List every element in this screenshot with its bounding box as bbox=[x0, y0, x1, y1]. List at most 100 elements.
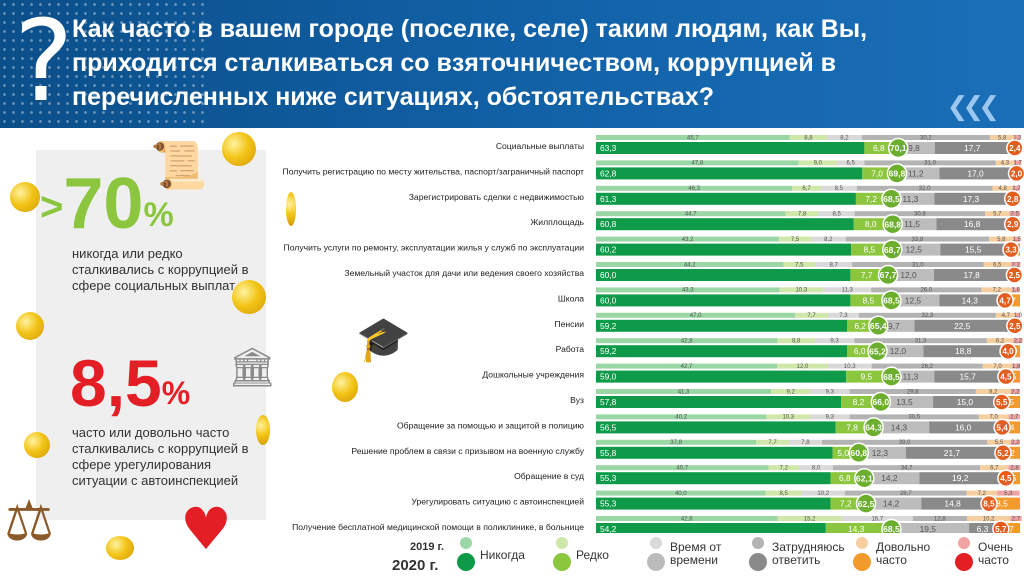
bar-2020-segment bbox=[853, 218, 888, 231]
bar-2020-segment bbox=[596, 192, 856, 205]
data-label-2019: 44,7 bbox=[685, 212, 697, 218]
data-label-2019: 5,3 bbox=[1004, 491, 1013, 497]
bar-2020-segment bbox=[841, 396, 876, 408]
bar-2019-segment bbox=[789, 135, 828, 140]
legend: 2019 г. 2020 г. Никогда Редко Время от вре… bbox=[0, 533, 1024, 576]
data-label-2019: 9,2 bbox=[786, 389, 795, 395]
bar-2019-segment bbox=[810, 414, 850, 420]
data-label-2019: 42,8 bbox=[681, 339, 693, 345]
bar-2019-segment bbox=[596, 262, 784, 267]
bar-2019-segment bbox=[798, 160, 837, 166]
sum-circle bbox=[881, 188, 902, 210]
bar-2019-segment bbox=[985, 211, 1010, 217]
data-label-2019: 6,7 bbox=[802, 186, 811, 192]
data-label-2020: 9,5 bbox=[860, 372, 872, 382]
bar-2020-segment bbox=[596, 294, 851, 307]
sum-label: 68,5 bbox=[883, 194, 900, 204]
frequent-label: 5,2 bbox=[997, 449, 1009, 458]
data-label-2019: 9,3 bbox=[830, 339, 839, 345]
data-label-2019: 10,2 bbox=[983, 516, 995, 522]
data-label-2019: 8,0 bbox=[812, 466, 821, 472]
data-label-2020: 54,2 bbox=[600, 524, 617, 533]
data-label-2020: 12,3 bbox=[872, 448, 889, 458]
bar-2019-segment bbox=[871, 363, 983, 369]
bar-2019-segment bbox=[833, 465, 981, 471]
data-label-2020: 12,0 bbox=[890, 346, 907, 356]
bar-2020-segment bbox=[596, 269, 851, 281]
data-label-2020: 14,2 bbox=[883, 499, 900, 509]
data-label-2020: 13,5 bbox=[896, 397, 913, 407]
frequent-label: 4,7 bbox=[999, 296, 1011, 305]
data-label-2019: 6,5 bbox=[993, 262, 1002, 268]
data-label-2020: 14,2 bbox=[881, 473, 898, 483]
data-label-2019: 2,2 bbox=[1011, 389, 1020, 395]
bar-2019-segment bbox=[997, 490, 1020, 496]
bar-2019-segment bbox=[966, 490, 998, 496]
data-label-2020: 15,5 bbox=[965, 245, 982, 255]
bar-2020-segment bbox=[886, 523, 970, 533]
bar-2019-segment bbox=[854, 338, 987, 344]
data-label-2019: 5,8 bbox=[997, 237, 1006, 243]
sum-label: 68,5 bbox=[883, 372, 900, 382]
data-label-2020: 15,7 bbox=[959, 372, 976, 382]
bar-2019-segment bbox=[858, 312, 996, 318]
legend-marker-2019 bbox=[460, 537, 472, 549]
bar-2020-segment bbox=[914, 319, 1010, 332]
data-label-2019: 5,5 bbox=[995, 440, 1004, 446]
frequent-label: 8,5 bbox=[983, 500, 995, 509]
bar-2019-segment bbox=[983, 262, 1012, 267]
bar-2020-segment bbox=[934, 192, 1008, 205]
bar-2020-segment bbox=[847, 319, 874, 332]
bar-2020-segment bbox=[596, 497, 831, 510]
data-label-2019: 26,0 bbox=[920, 288, 932, 294]
sum-circle bbox=[863, 417, 884, 438]
sum-label: 67,7 bbox=[880, 270, 897, 280]
bar-2020-segment bbox=[933, 396, 997, 408]
bar-2019-segment bbox=[785, 211, 819, 217]
data-label-2019: 2,5 bbox=[1011, 212, 1020, 218]
bar-2019-segment bbox=[1013, 236, 1020, 242]
data-label-2020: 17,7 bbox=[964, 143, 981, 153]
bar-2020-segment bbox=[825, 523, 887, 533]
legend-marker-2020 bbox=[647, 553, 665, 571]
frequent-circle bbox=[1002, 240, 1020, 259]
data-label-2019: 6,7 bbox=[990, 466, 999, 472]
bar-2019-segment bbox=[766, 414, 811, 420]
heart-pulse-icon: ♥ bbox=[180, 495, 232, 563]
bar-2019-segment bbox=[779, 236, 811, 242]
frequent-circle bbox=[980, 494, 998, 513]
bar-2019-segment bbox=[849, 414, 979, 420]
bar-2019-segment bbox=[810, 236, 846, 242]
bar-2019-segment bbox=[854, 211, 986, 217]
category-label: Обращение за помощью и защитой в полицию bbox=[397, 420, 585, 430]
sum-circle bbox=[881, 518, 902, 533]
data-label-2020: 5,0 bbox=[837, 448, 849, 458]
bar-2019-segment bbox=[596, 160, 799, 166]
bar-2019-segment bbox=[777, 338, 815, 344]
category-label: Обращение в суд bbox=[514, 471, 584, 481]
data-label-2019: 31,0 bbox=[924, 161, 936, 167]
bar-2020-segment bbox=[933, 269, 1010, 281]
frequent-label: 5,5 bbox=[996, 398, 1008, 407]
data-label-2019: 10,3 bbox=[796, 288, 808, 294]
data-label-2019: 7,7 bbox=[768, 440, 777, 446]
bar-2020-segment bbox=[905, 446, 998, 459]
data-label-2020: 7,0 bbox=[871, 168, 883, 178]
data-label-2019: 8,2 bbox=[840, 135, 849, 141]
data-label-2019: 41,3 bbox=[678, 389, 690, 395]
bar-2019-segment bbox=[871, 287, 982, 293]
data-label-2019: 7,8 bbox=[801, 440, 810, 446]
data-label-2020: 14,8 bbox=[944, 499, 961, 509]
sum-circle bbox=[881, 366, 902, 387]
sum-label: 65,2 bbox=[869, 346, 886, 356]
data-label-2020: 17,0 bbox=[967, 168, 984, 178]
legend-marker-2020 bbox=[955, 553, 973, 571]
data-label-2019: 40,0 bbox=[675, 491, 687, 497]
bar-2019-segment bbox=[912, 516, 967, 521]
bar-2019-segment bbox=[967, 516, 1011, 521]
data-label-2020: 55,3 bbox=[600, 473, 617, 483]
bar-2020-segment bbox=[596, 167, 863, 180]
frequent-circle bbox=[1006, 317, 1024, 335]
bar-2019-segment bbox=[820, 185, 857, 191]
bar-2020-segment bbox=[596, 396, 842, 408]
